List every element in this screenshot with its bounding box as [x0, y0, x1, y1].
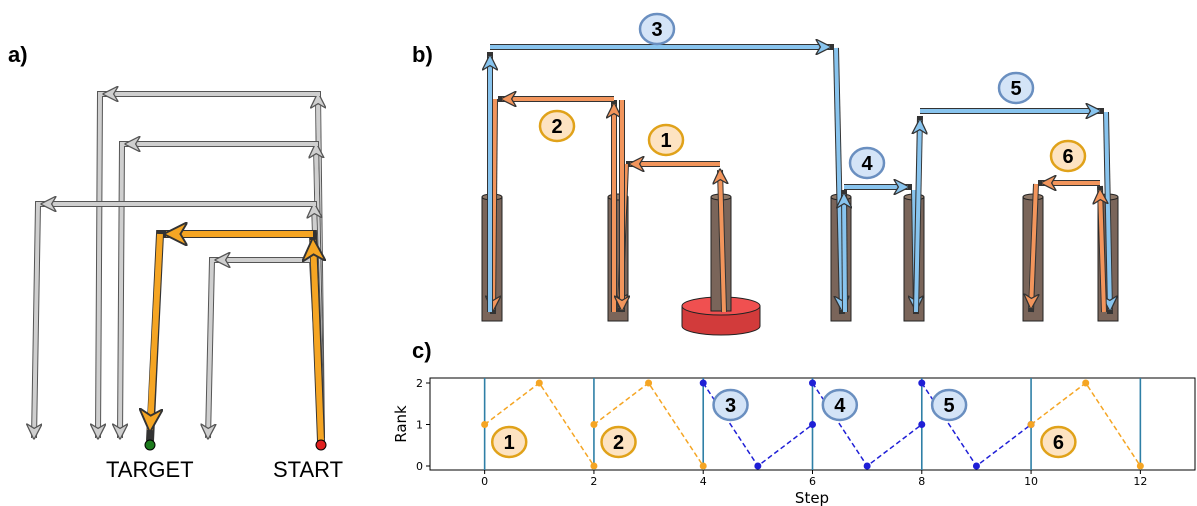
- panel-a-gray-arrows: [34, 94, 322, 438]
- target-point: [144, 439, 156, 451]
- svg-text:4: 4: [834, 395, 846, 417]
- svg-text:1: 1: [660, 130, 671, 152]
- rank-point: [645, 379, 653, 387]
- move-arrows: [490, 47, 1110, 315]
- svg-text:1: 1: [504, 432, 515, 454]
- rank-point: [590, 421, 598, 428]
- move-badge-6: 6: [1049, 139, 1087, 173]
- x-tick-label: 0: [481, 475, 488, 488]
- move-1-arrow: [620, 164, 724, 313]
- rank-point: [918, 379, 926, 387]
- x-tick-label: 10: [1024, 475, 1038, 488]
- y-tick-labels: 0 1 2: [416, 377, 430, 473]
- pegs: [481, 193, 1119, 322]
- move-3-arrow: [490, 47, 842, 315]
- move-badge-3: 3: [638, 12, 676, 46]
- svg-text:6: 6: [1062, 146, 1073, 168]
- x-tick-labels: 0 2 4 6 8 10 12: [481, 470, 1147, 488]
- y-axis-title: Rank: [392, 405, 410, 443]
- rank-point: [535, 379, 543, 387]
- svg-text:3: 3: [651, 19, 662, 41]
- chart-badge-3: 3: [712, 388, 749, 422]
- panel-b-label: b): [412, 42, 433, 67]
- svg-text:5: 5: [944, 395, 955, 417]
- svg-text:6: 6: [1053, 432, 1064, 454]
- x-tick-label: 6: [809, 475, 816, 488]
- panel-b-badges: 1 2 3 4 5 6: [538, 12, 1087, 180]
- chart-badge-4: 4: [821, 388, 859, 422]
- rank-point: [1027, 421, 1035, 428]
- y-tick-label: 2: [416, 377, 423, 390]
- chart-badge-2: 2: [600, 425, 637, 459]
- chart-move-badges: 1 2 3 4 5 6: [490, 388, 1077, 459]
- rank-point: [863, 462, 871, 470]
- rank-point: [1082, 379, 1090, 387]
- chart-badge-6: 6: [1040, 425, 1077, 459]
- move-5-arrow: [916, 111, 1110, 315]
- y-tick-label: 0: [416, 460, 423, 473]
- target-label: TARGET: [106, 457, 194, 482]
- x-tick-label: 4: [700, 475, 707, 488]
- rank-point: [809, 421, 816, 428]
- rank-point: [481, 421, 489, 428]
- svg-text:5: 5: [1010, 78, 1021, 100]
- panel-c-label: c): [412, 338, 432, 363]
- x-tick-label: 8: [918, 475, 925, 488]
- move-badge-2: 2: [538, 109, 576, 143]
- chart-badge-5: 5: [930, 388, 968, 422]
- svg-text:2: 2: [551, 116, 562, 138]
- chart-badge-1: 1: [490, 425, 528, 459]
- panel-a-label: a): [8, 42, 28, 67]
- rank-point: [972, 462, 980, 470]
- start-point: [315, 439, 327, 451]
- move-2-arrow: [493, 99, 622, 315]
- rank-point: [754, 462, 762, 470]
- x-axis-title: Step: [795, 489, 829, 506]
- rank-point: [699, 462, 707, 470]
- rank-point: [1136, 462, 1144, 470]
- move-badge-1: 1: [647, 123, 685, 157]
- panel-a-orange-path: [150, 234, 321, 442]
- rank-point: [809, 379, 816, 387]
- move-6-arrow: [1031, 183, 1104, 313]
- svg-text:2: 2: [613, 432, 624, 454]
- rank-points: [481, 379, 1144, 470]
- rank-point: [590, 462, 598, 470]
- x-tick-label: 2: [590, 475, 597, 488]
- rank-point: [699, 379, 707, 387]
- y-tick-label: 1: [416, 419, 423, 432]
- x-tick-label: 12: [1133, 475, 1147, 488]
- rank-point: [918, 421, 926, 428]
- start-label: START: [273, 457, 343, 482]
- move-badge-4: 4: [848, 146, 886, 180]
- svg-text:4: 4: [861, 153, 873, 175]
- rank-chart: 0 2 4 6 8 10 12 012 1 23 4 56 Step Rank: [392, 377, 1196, 506]
- move-badge-5: 5: [997, 71, 1035, 105]
- svg-text:3: 3: [725, 395, 736, 417]
